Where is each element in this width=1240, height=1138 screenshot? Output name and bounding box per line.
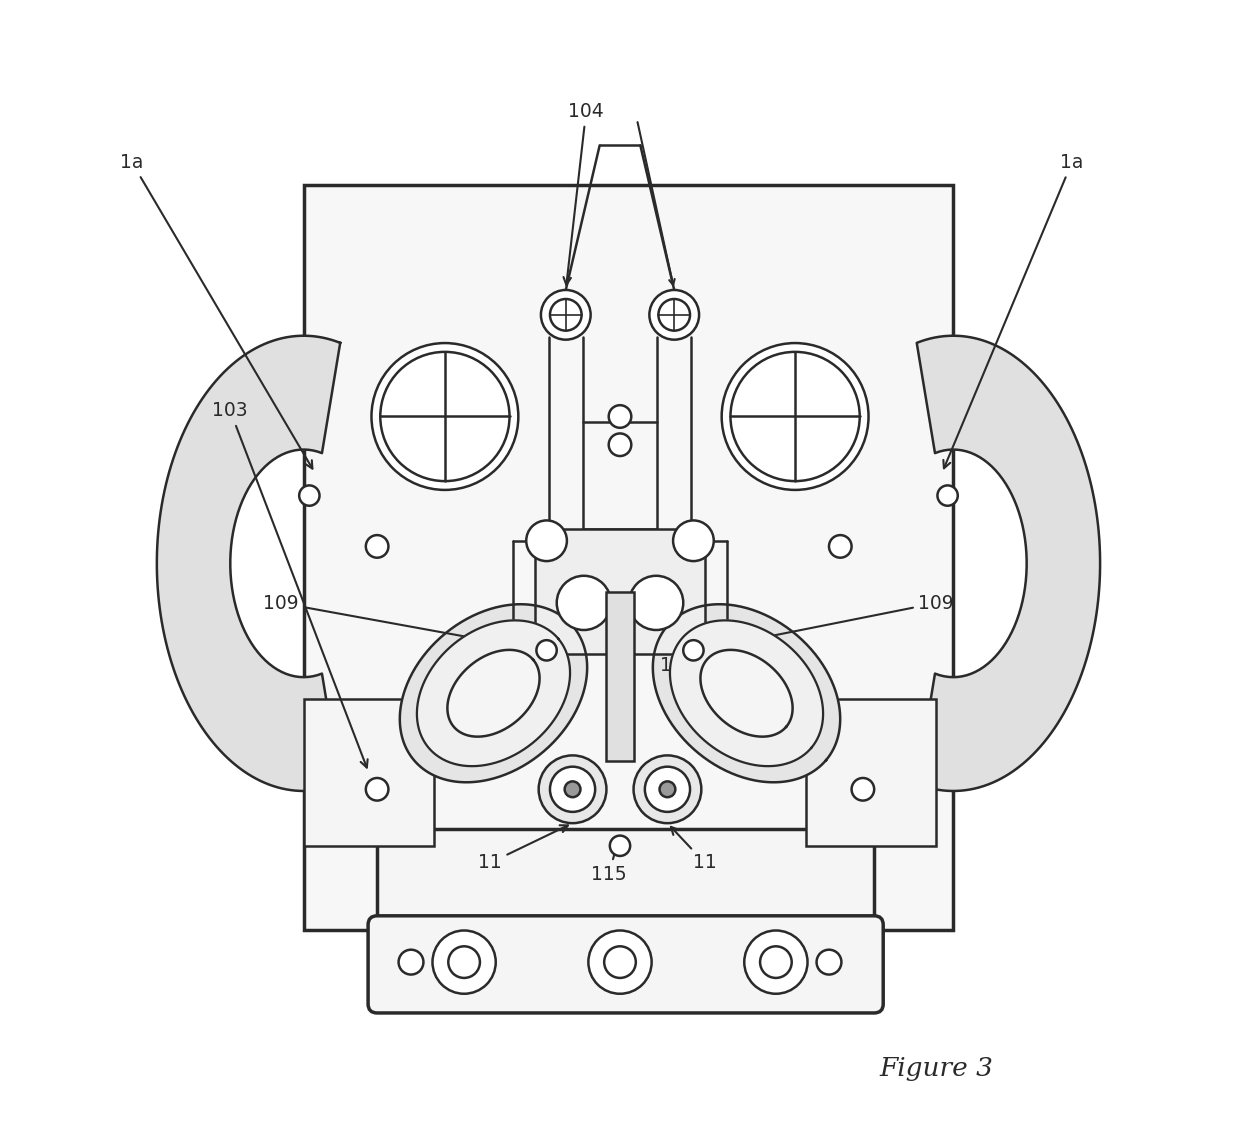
Circle shape [852,778,874,800]
Circle shape [658,299,689,331]
Circle shape [609,405,631,428]
Circle shape [299,486,320,505]
Circle shape [538,756,606,823]
Text: 115: 115 [591,840,626,884]
Circle shape [366,778,388,800]
Circle shape [817,950,842,974]
Bar [606,592,634,761]
Text: 109: 109 [704,594,954,652]
Text: 11: 11 [479,825,568,873]
Circle shape [557,576,611,630]
Bar [304,699,434,846]
Circle shape [650,290,699,339]
Polygon shape [652,604,841,782]
Circle shape [634,756,702,823]
Text: 104: 104 [563,102,604,284]
Circle shape [683,641,703,660]
Bar [377,828,874,925]
Circle shape [660,782,676,798]
Circle shape [537,641,557,660]
Circle shape [609,434,631,456]
Bar [806,699,936,846]
Circle shape [937,486,957,505]
Circle shape [610,835,630,856]
Text: 103: 103 [212,402,367,767]
Circle shape [398,950,423,974]
Circle shape [381,352,510,481]
Text: 111: 111 [632,562,696,675]
Circle shape [744,931,807,993]
Circle shape [629,576,683,630]
Text: 1a: 1a [944,152,1084,468]
Circle shape [645,767,689,811]
Circle shape [604,947,636,978]
Polygon shape [399,604,588,782]
Circle shape [551,299,582,331]
Bar [536,529,704,653]
Circle shape [673,520,714,561]
FancyBboxPatch shape [368,916,883,1013]
Polygon shape [448,650,539,736]
Circle shape [366,535,388,558]
Circle shape [551,767,595,811]
Polygon shape [156,336,340,791]
Circle shape [722,343,868,490]
Circle shape [433,931,496,993]
Text: 109: 109 [263,594,536,652]
Text: Figure 3: Figure 3 [879,1056,993,1081]
Circle shape [372,343,518,490]
Bar [304,184,954,931]
Circle shape [588,931,652,993]
Circle shape [541,290,590,339]
Polygon shape [916,336,1100,791]
Circle shape [730,352,859,481]
Text: 1a: 1a [120,152,312,469]
Polygon shape [417,620,570,766]
Circle shape [760,947,791,978]
Polygon shape [701,650,792,736]
Circle shape [830,535,852,558]
Circle shape [526,520,567,561]
Polygon shape [670,620,823,766]
Text: 11: 11 [671,827,717,873]
Circle shape [564,782,580,798]
Circle shape [449,947,480,978]
